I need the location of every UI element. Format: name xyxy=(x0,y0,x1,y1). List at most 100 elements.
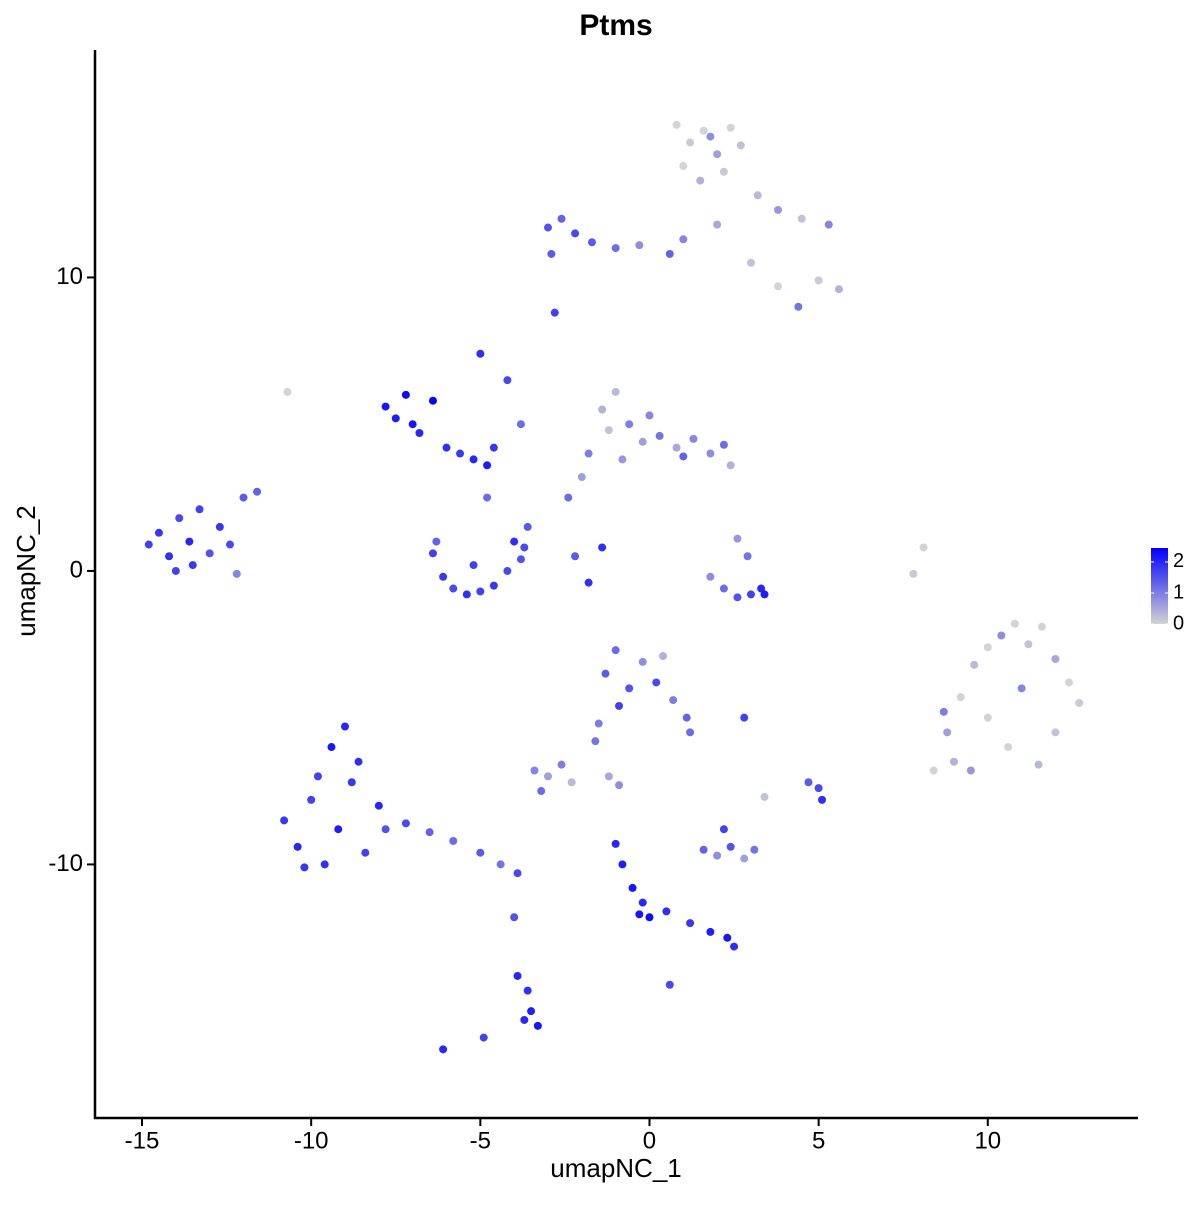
point xyxy=(797,214,806,223)
point xyxy=(439,1045,448,1054)
point xyxy=(699,126,708,135)
point xyxy=(313,772,322,781)
point xyxy=(543,772,552,781)
point xyxy=(919,543,928,552)
point xyxy=(628,883,637,892)
point xyxy=(401,390,410,399)
point xyxy=(547,249,556,258)
point xyxy=(391,414,400,423)
point xyxy=(686,728,695,737)
point xyxy=(584,578,593,587)
point xyxy=(943,728,952,737)
point xyxy=(442,443,451,452)
point xyxy=(611,387,620,396)
point xyxy=(966,766,975,775)
point xyxy=(635,910,644,919)
point xyxy=(334,825,343,834)
point xyxy=(665,980,674,989)
point xyxy=(408,420,417,429)
point xyxy=(757,584,766,593)
x-axis-label: umapNC_1 xyxy=(550,1153,682,1183)
point xyxy=(746,258,755,267)
point xyxy=(449,584,458,593)
point xyxy=(432,537,441,546)
point xyxy=(794,302,803,311)
point xyxy=(814,276,823,285)
point xyxy=(774,282,783,291)
point xyxy=(523,986,532,995)
point xyxy=(699,845,708,854)
point xyxy=(1010,619,1019,628)
x-tick-label: 5 xyxy=(812,1127,825,1154)
point xyxy=(1051,654,1060,663)
point xyxy=(679,161,688,170)
colorbar-tick-label: 1 xyxy=(1173,581,1184,603)
point xyxy=(428,549,437,558)
point xyxy=(543,223,552,232)
point xyxy=(746,590,755,599)
y-tick-label: -10 xyxy=(48,850,83,877)
point xyxy=(723,933,732,942)
point xyxy=(706,449,715,458)
point xyxy=(567,778,576,787)
point xyxy=(719,825,728,834)
point xyxy=(503,566,512,575)
x-tick-label: -5 xyxy=(470,1127,491,1154)
point xyxy=(713,150,722,159)
point xyxy=(760,792,769,801)
point xyxy=(909,569,918,578)
point xyxy=(584,449,593,458)
point xyxy=(655,431,664,440)
point xyxy=(696,176,705,185)
point xyxy=(283,387,292,396)
point xyxy=(618,455,627,464)
point xyxy=(510,537,519,546)
point xyxy=(719,584,728,593)
point xyxy=(679,452,688,461)
point xyxy=(479,1033,488,1042)
point xyxy=(659,652,668,661)
point xyxy=(537,787,546,796)
point xyxy=(476,349,485,358)
x-tick-label: 10 xyxy=(974,1127,1001,1154)
point xyxy=(645,913,654,922)
point xyxy=(469,455,478,464)
point xyxy=(327,743,336,752)
x-tick-label: 0 xyxy=(643,1127,656,1154)
point xyxy=(516,555,525,564)
point xyxy=(598,405,607,414)
point xyxy=(774,205,783,214)
chart-title: Ptms xyxy=(579,9,652,42)
point xyxy=(381,402,390,411)
point xyxy=(510,913,519,922)
point xyxy=(706,927,715,936)
point xyxy=(983,643,992,652)
point xyxy=(956,693,965,702)
point xyxy=(1017,684,1026,693)
point xyxy=(489,581,498,590)
point xyxy=(625,420,634,429)
point xyxy=(1024,640,1033,649)
point xyxy=(726,461,735,470)
point xyxy=(188,561,197,570)
point xyxy=(601,669,610,678)
y-tick-label: 0 xyxy=(70,556,83,583)
point xyxy=(361,848,370,857)
point xyxy=(598,543,607,552)
point xyxy=(449,836,458,845)
point xyxy=(195,505,204,514)
point xyxy=(225,540,234,549)
point xyxy=(293,842,302,851)
point xyxy=(611,839,620,848)
point xyxy=(604,772,613,781)
point xyxy=(154,528,163,537)
point xyxy=(983,713,992,722)
point xyxy=(374,801,383,810)
point xyxy=(564,493,573,502)
point xyxy=(144,540,153,549)
point xyxy=(489,443,498,452)
point xyxy=(1051,728,1060,737)
point xyxy=(456,449,465,458)
point xyxy=(682,713,691,722)
point xyxy=(476,587,485,596)
